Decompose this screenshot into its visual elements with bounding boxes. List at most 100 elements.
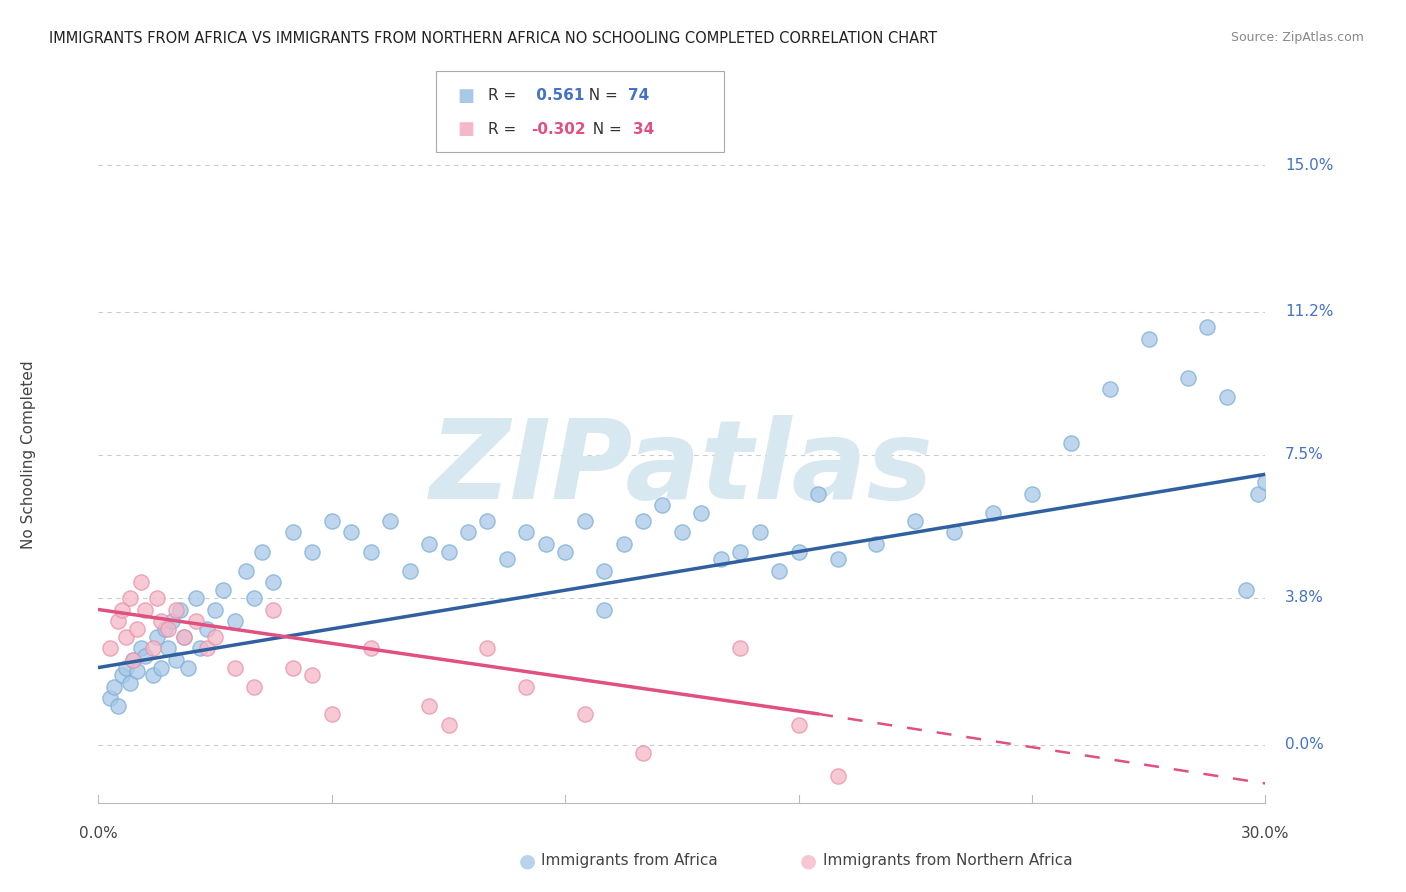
Point: [127, 665, 149, 679]
Point: [1195, 320, 1218, 334]
Point: [1215, 390, 1237, 404]
Point: [865, 537, 887, 551]
Point: [730, 544, 752, 558]
Text: IMMIGRANTS FROM AFRICA VS IMMIGRANTS FROM NORTHERN AFRICA NO SCHOOLING COMPLETED: IMMIGRANTS FROM AFRICA VS IMMIGRANTS FRO…: [49, 31, 938, 46]
Point: [574, 706, 596, 721]
Point: [534, 537, 557, 551]
Point: [1137, 332, 1160, 346]
Point: [515, 680, 537, 694]
Point: [235, 564, 257, 578]
Point: [122, 653, 145, 667]
Text: 11.2%: 11.2%: [1285, 304, 1333, 319]
Text: 0.0%: 0.0%: [1285, 738, 1323, 752]
Point: [188, 641, 211, 656]
Point: [418, 537, 440, 551]
Point: [153, 622, 176, 636]
Point: [149, 660, 172, 674]
Point: [111, 602, 134, 616]
Point: [98, 641, 121, 656]
Point: [768, 564, 790, 578]
Point: [134, 602, 156, 616]
Point: [437, 544, 460, 558]
Point: [262, 602, 284, 616]
Text: R =: R =: [488, 122, 522, 136]
Point: [631, 514, 654, 528]
Point: [418, 699, 440, 714]
Point: [281, 525, 304, 540]
Point: [827, 769, 849, 783]
Point: [340, 525, 363, 540]
Point: [360, 641, 382, 656]
Point: [1254, 475, 1277, 489]
Point: [787, 718, 810, 732]
Point: [380, 514, 402, 528]
Point: [710, 552, 733, 566]
Point: [981, 506, 1004, 520]
Point: [146, 591, 169, 605]
Text: ●: ●: [519, 851, 536, 871]
Text: 0.561: 0.561: [531, 88, 585, 103]
Point: [157, 641, 180, 656]
Point: [477, 514, 499, 528]
Point: [631, 746, 654, 760]
Point: [243, 591, 266, 605]
Point: [593, 564, 616, 578]
Point: [1246, 486, 1268, 500]
Point: [1098, 382, 1121, 396]
Point: [122, 653, 145, 667]
Point: [129, 641, 152, 656]
Point: [177, 660, 200, 674]
Point: [107, 614, 129, 628]
Point: [671, 525, 693, 540]
Point: [184, 614, 207, 628]
Point: [243, 680, 266, 694]
Point: [1177, 370, 1199, 384]
Point: [157, 622, 180, 636]
Point: [1021, 486, 1043, 500]
Point: [612, 537, 634, 551]
Point: [142, 641, 165, 656]
Text: N =: N =: [579, 88, 623, 103]
Point: [142, 668, 165, 682]
Point: [195, 641, 218, 656]
Point: [301, 544, 323, 558]
Point: [114, 630, 136, 644]
Point: [98, 691, 121, 706]
Point: [398, 564, 420, 578]
Point: [173, 630, 195, 644]
Point: [1234, 583, 1257, 598]
Text: 74: 74: [628, 88, 650, 103]
Point: [107, 699, 129, 714]
Point: [904, 514, 927, 528]
Point: [748, 525, 770, 540]
Text: Immigrants from Northern Africa: Immigrants from Northern Africa: [823, 854, 1073, 868]
Point: [134, 648, 156, 663]
Point: [730, 641, 752, 656]
Text: No Schooling Completed: No Schooling Completed: [21, 360, 37, 549]
Text: 34: 34: [633, 122, 654, 136]
Point: [129, 575, 152, 590]
Point: [1060, 436, 1083, 450]
Point: [593, 602, 616, 616]
Text: 3.8%: 3.8%: [1285, 591, 1323, 606]
Text: ●: ●: [800, 851, 817, 871]
Point: [827, 552, 849, 566]
Point: [554, 544, 576, 558]
Point: [250, 544, 273, 558]
Point: [262, 575, 284, 590]
Point: [477, 641, 499, 656]
Text: 15.0%: 15.0%: [1285, 158, 1333, 172]
Point: [195, 622, 218, 636]
Text: 30.0%: 30.0%: [1241, 826, 1289, 841]
Point: [651, 498, 673, 512]
Point: [173, 630, 195, 644]
Point: [690, 506, 713, 520]
Point: [149, 614, 172, 628]
Point: [321, 514, 343, 528]
Point: [301, 668, 323, 682]
Point: [360, 544, 382, 558]
Text: 0.0%: 0.0%: [79, 826, 118, 841]
Point: [515, 525, 537, 540]
Point: [212, 583, 235, 598]
Point: [224, 614, 246, 628]
